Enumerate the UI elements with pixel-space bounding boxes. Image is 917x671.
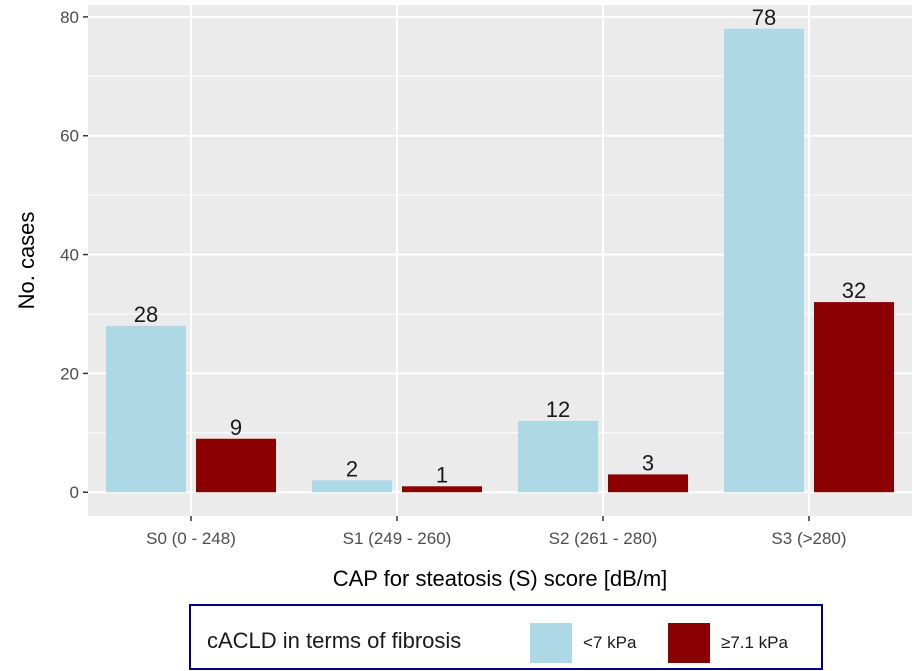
bar-light-blue [518, 420, 598, 493]
bar-dark-red [402, 486, 482, 493]
bars [106, 28, 894, 493]
data-label: 1 [436, 462, 448, 487]
x-tick-label: S0 (0 - 248) [146, 529, 236, 548]
x-tick-label: S3 (>280) [771, 529, 846, 548]
y-tick-label: 60 [60, 127, 79, 146]
y-axis-title: No. cases [14, 212, 39, 310]
bar-light-blue [312, 480, 392, 493]
legend-label-dark-red: ≥7.1 kPa [721, 633, 789, 652]
data-label: 12 [546, 397, 570, 422]
legend-label-light-blue: <7 kPa [583, 633, 637, 652]
y-tick-label: 0 [70, 483, 79, 502]
bar-dark-red [814, 302, 894, 493]
data-label: 9 [230, 415, 242, 440]
data-label: 3 [642, 450, 654, 475]
bar-light-blue [106, 325, 186, 493]
bar-light-blue [724, 28, 804, 493]
x-axis: S0 (0 - 248) S1 (249 - 260) S2 (261 - 280)… [146, 516, 847, 548]
y-tick-label: 40 [60, 246, 79, 265]
x-tick-label: S1 (249 - 260) [343, 529, 452, 548]
data-label: 32 [842, 278, 866, 303]
legend-title: cACLD in terms of fibrosis [207, 628, 461, 653]
x-tick-label: S2 (261 - 280) [549, 529, 658, 548]
legend-key-dark-red [668, 623, 710, 663]
legend-key-light-blue [530, 623, 572, 663]
y-tick-label: 20 [60, 364, 79, 383]
y-axis: 0 20 40 60 80 [60, 8, 88, 502]
bar-dark-red [608, 474, 688, 493]
data-label: 28 [134, 302, 158, 327]
data-label: 78 [752, 5, 776, 30]
legend-box [189, 604, 823, 670]
x-axis-title: CAP for steatosis (S) score [dB/m] [333, 566, 668, 591]
y-tick-label: 80 [60, 8, 79, 27]
bar-dark-red [196, 438, 276, 493]
legend: cACLD in terms of fibrosis <7 kPa ≥7.1 k… [189, 604, 823, 670]
data-label: 2 [346, 456, 358, 481]
